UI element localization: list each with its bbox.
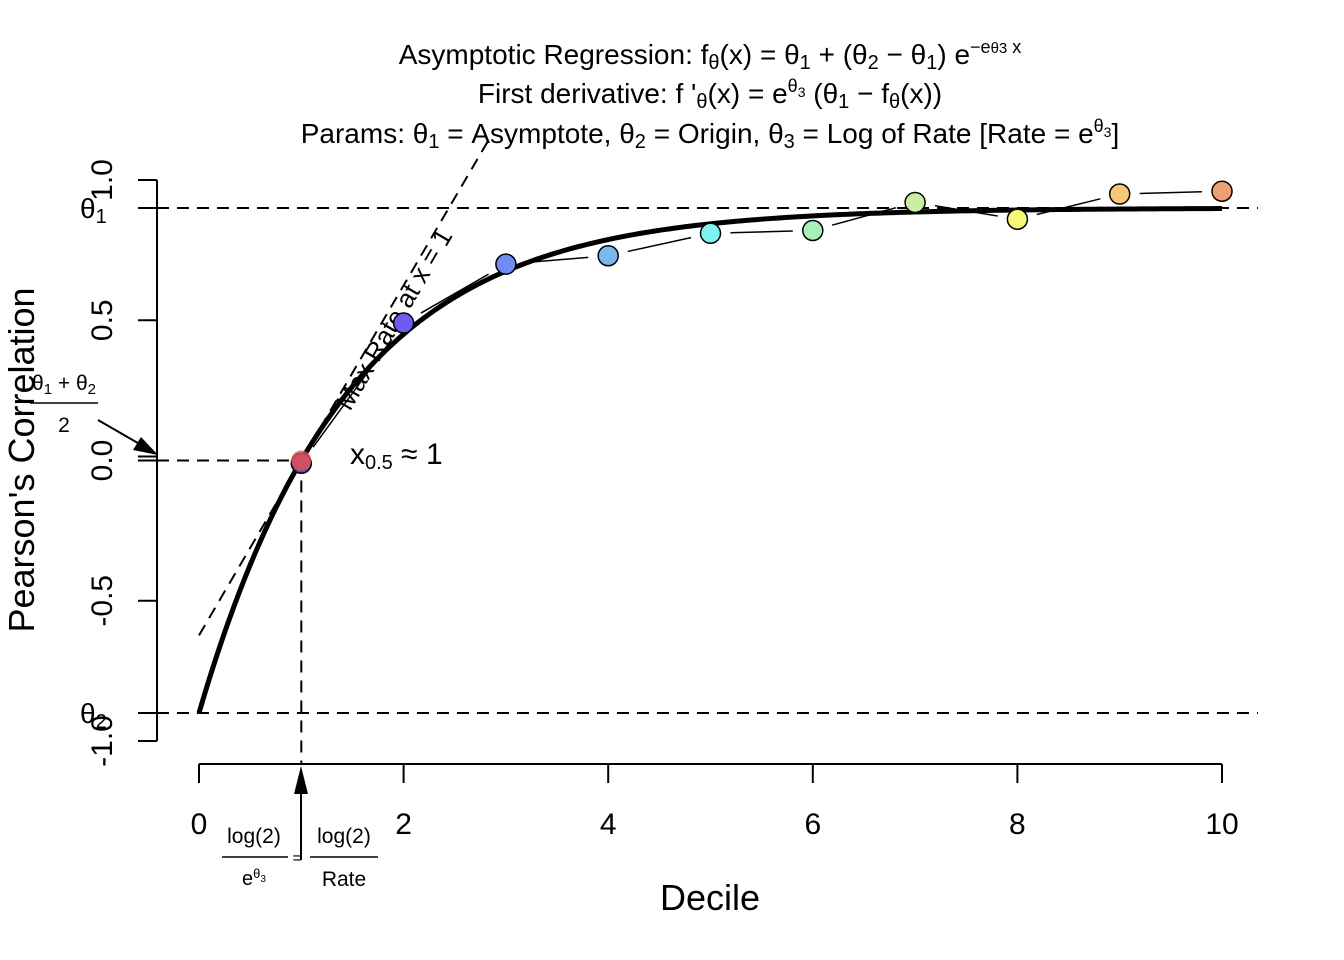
- midpoint-arrow-head: [133, 437, 158, 455]
- data-point: [699, 222, 722, 245]
- theta-tick-label: θ1: [80, 193, 107, 228]
- x-tick-label: 8: [1009, 808, 1026, 841]
- x-tick-label: 10: [1205, 808, 1238, 841]
- data-point: [1006, 208, 1029, 231]
- chart-title: Asymptotic Regression: fθ(x) = θ1 + (θ2 …: [301, 37, 1120, 153]
- y-tick-label: 0.0: [86, 440, 119, 482]
- x-tick-label: 4: [600, 808, 617, 841]
- x-tick-label: 2: [395, 808, 412, 841]
- y-axis-label: Pearson's Correlation: [1, 287, 42, 632]
- midpoint-denominator: 2: [58, 414, 70, 437]
- x-ticks: 0 2 4 6 8 10: [191, 764, 1239, 841]
- y-tick-label: 1.0: [86, 159, 119, 201]
- max-rate-tangent-line: [198, 136, 492, 636]
- y-tick-label: -0.5: [86, 575, 119, 627]
- reference-lines: θ1 θ2: [80, 193, 1258, 764]
- fraction-right-numerator: log(2): [317, 825, 371, 848]
- data-connector: [1139, 191, 1203, 195]
- x-axis-label: Decile: [660, 877, 760, 918]
- data-connector: [525, 256, 589, 264]
- x-tick-label: 0: [191, 808, 208, 841]
- data-point: [1211, 180, 1233, 202]
- data-point: [392, 312, 415, 334]
- midpoint-marker: [291, 450, 312, 471]
- theta-tick-label: θ2: [80, 698, 107, 733]
- data-connector: [627, 236, 692, 253]
- title-line-2: First derivative: f 'θ(x) = eθ3 (θ1 − fθ…: [478, 76, 942, 113]
- x-half-label: x0.5 ≈ 1: [350, 438, 443, 474]
- y-tick-label: 0.5: [86, 299, 119, 341]
- fraction-right-denominator: Rate: [322, 868, 366, 891]
- data-points: [290, 180, 1233, 475]
- fraction-equals: =: [292, 850, 301, 867]
- data-connector: [420, 273, 489, 314]
- data-point: [495, 253, 517, 275]
- midpoint-fraction: θ1 + θ2 2: [30, 372, 158, 455]
- data-connector: [934, 204, 998, 217]
- data-point: [597, 244, 619, 267]
- x-tick-label: 6: [804, 808, 821, 841]
- title-line-3: Params: θ1 = Asymptote, θ2 = Origin, θ3 …: [301, 116, 1120, 153]
- y-ticks: -1.0 -0.5 0.0 0.5 1.0: [86, 159, 157, 767]
- axes: [156, 180, 1222, 765]
- x-half-fraction: log(2) eθ3 = log(2) Rate: [222, 766, 378, 891]
- x-half-arrow-head: [294, 766, 308, 794]
- data-point: [802, 219, 824, 242]
- data-point: [1108, 183, 1131, 205]
- fraction-left-denominator: eθ3: [242, 866, 266, 890]
- fraction-left-numerator: log(2): [227, 825, 281, 848]
- data-connectors: [312, 191, 1203, 448]
- title-line-1: Asymptotic Regression: fθ(x) = θ1 + (θ2 …: [399, 37, 1022, 74]
- midpoint-numerator: θ1 + θ2: [32, 372, 96, 398]
- data-connector: [831, 207, 897, 226]
- data-point: [904, 191, 926, 214]
- data-connector: [1036, 198, 1101, 216]
- data-connector: [730, 230, 793, 234]
- y-tick-label: -1.0: [86, 715, 119, 767]
- data-connector: [312, 338, 393, 448]
